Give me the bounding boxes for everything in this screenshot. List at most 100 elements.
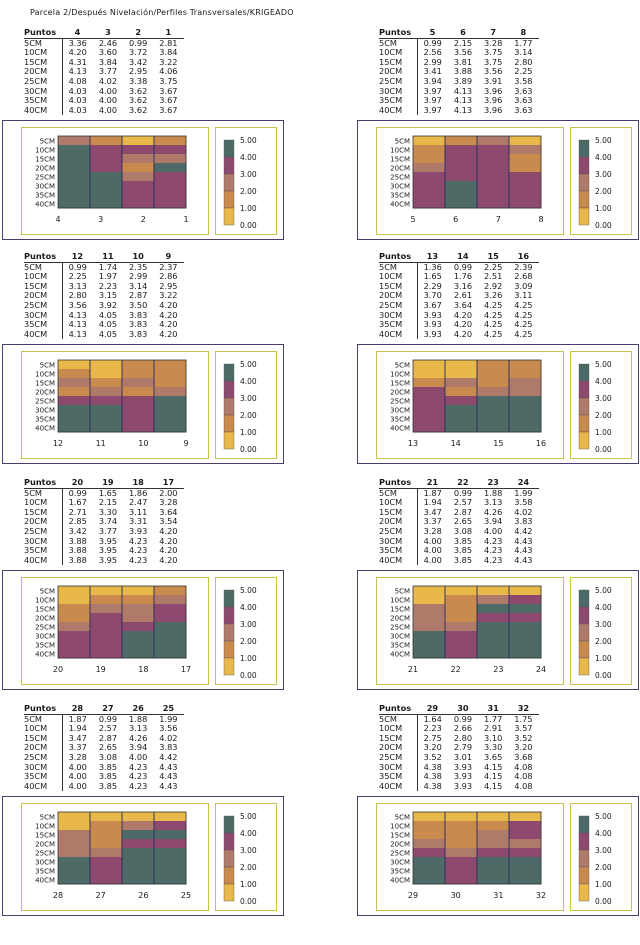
- table-column-header: 10: [123, 251, 154, 263]
- legend-tick-label: 2.00: [240, 863, 257, 872]
- y-tick-label: 10CM: [390, 597, 410, 605]
- table-row: 40CM 3.97 4.13 3.96 3.63: [379, 105, 539, 116]
- table-cell: 4.13: [453, 95, 473, 106]
- table-cell: 1.77: [514, 37, 533, 48]
- heatmap-cell: [509, 423, 542, 433]
- heatmap-cell: [58, 423, 91, 433]
- depth-label: 5CM: [24, 38, 63, 49]
- legend-tick-label: 0.00: [240, 445, 257, 454]
- heatmap-cell: [445, 423, 478, 433]
- y-tick-label: 20CM: [35, 841, 55, 849]
- table-cell: 3.88: [68, 545, 87, 556]
- legend-swatch: [223, 832, 235, 851]
- table-cell: 3.85: [453, 535, 473, 546]
- legend-swatch: [578, 173, 590, 192]
- table-row: 5CM 3.36 2.46 0.99 2.81: [24, 37, 184, 49]
- legend-swatch: [578, 815, 590, 834]
- table-cell: 1.65: [423, 271, 442, 282]
- y-tick-label: 10CM: [35, 371, 55, 379]
- table-cell: 3.64: [159, 506, 178, 517]
- heatmap-cell: [90, 866, 123, 876]
- table-cell: 2.56: [423, 47, 442, 58]
- table-cell: 3.26: [484, 290, 503, 301]
- heatmap-cell: [58, 613, 91, 623]
- table-cell: 2.81: [159, 37, 178, 48]
- depth-label: 35CM: [379, 772, 418, 782]
- heatmap-cell: [509, 821, 542, 831]
- y-tick-label: 35CM: [390, 868, 410, 876]
- y-tick-label: 15CM: [390, 380, 410, 388]
- y-tick-label: 15CM: [35, 606, 55, 614]
- table-cell: 1.67: [68, 497, 87, 508]
- table-row: 5CM 0.99 1.74 2.35 2.37: [24, 262, 184, 273]
- table-cell: 2.80: [68, 290, 87, 301]
- y-tick-label: 40CM: [35, 425, 55, 433]
- table-cell: 2.15: [453, 37, 473, 48]
- depth-label: 20CM: [24, 743, 63, 753]
- table-cell: 4.20: [453, 309, 473, 320]
- table-column-header: 8: [508, 27, 539, 39]
- table-cell: 2.80: [453, 732, 473, 743]
- x-tick-label: 14: [451, 439, 461, 448]
- heatmap-frame: 5CM 10CM 15CM 20CM 25CM 30CM 35CM 40CM 29 30 31 32 5…: [357, 796, 639, 916]
- heatmap-cell: [154, 622, 187, 632]
- table-cell: 4.23: [484, 554, 503, 565]
- legend-svg: 5.00 4.00 3.00 2.00 1.00 0.00: [223, 136, 257, 230]
- table-cell: 3.93: [453, 771, 473, 782]
- table-cell: 2.66: [453, 723, 473, 734]
- heatmap-cell: [154, 172, 187, 182]
- heatmap-cell: [413, 586, 446, 596]
- table-column-header: 25: [153, 703, 184, 715]
- heatmap-cell: [477, 378, 510, 388]
- heatmap-frame: 5CM 10CM 15CM 20CM 25CM 30CM 35CM 40CM 13 14 15 16 5…: [357, 344, 639, 464]
- table-row: 20CM 3.20 2.79 3.30 3.20: [379, 743, 539, 753]
- depth-label: 5CM: [379, 262, 418, 273]
- table-cell: 3.38: [129, 75, 148, 86]
- table-cell: 1.99: [159, 713, 178, 724]
- x-tick-label: 4: [55, 215, 60, 224]
- table-cell: 3.85: [453, 554, 473, 565]
- heatmap-cell: [413, 640, 446, 650]
- heatmap-cell: [477, 866, 510, 876]
- heatmap-cell: [90, 595, 123, 605]
- heatmap-cell: [477, 423, 510, 433]
- table-column-header: 7: [478, 27, 509, 39]
- heatmap-cell: [477, 839, 510, 849]
- heatmap-cell: [413, 396, 446, 406]
- y-tick-label: 5CM: [40, 588, 55, 596]
- table-cell: 4.00: [98, 95, 118, 106]
- heatmap-cell: [90, 163, 123, 173]
- table-cell: 3.52: [514, 732, 533, 743]
- table-row: 40CM 4.00 3.85 4.23 4.43: [379, 554, 539, 566]
- heatmap-cell: [445, 866, 478, 876]
- values-table: Puntos 29 30 31 32 5CM 1.64 0.99 1.77 1.75 10CM 2.2…: [379, 703, 539, 792]
- table-cell: 3.93: [453, 780, 473, 791]
- heatmap-cell: [122, 360, 155, 370]
- legend-tick-label: 2.00: [240, 637, 257, 646]
- depth-label: 10CM: [379, 724, 418, 734]
- y-tick-label: 25CM: [390, 398, 410, 406]
- heatmap-cell: [445, 649, 478, 659]
- table-row: 10CM 1.94 2.57 3.13 3.58: [379, 498, 539, 508]
- heatmap-cell: [122, 387, 155, 397]
- table-cell: 4.06: [159, 66, 178, 77]
- heatmap-cell: [477, 812, 510, 822]
- table-cell: 4.08: [514, 771, 533, 782]
- table-cell: 3.97: [423, 85, 442, 96]
- legend-tick-label: 3.00: [595, 846, 612, 855]
- legend-swatch: [578, 363, 590, 382]
- table-cell: 3.56: [68, 299, 87, 310]
- table-cell: 4.31: [68, 56, 87, 67]
- heatmap-cell: [413, 405, 446, 415]
- table-cell: 4.15: [484, 761, 503, 772]
- table-row: 40CM 4.13 4.05 3.83 4.20: [24, 329, 184, 340]
- depth-label: 15CM: [379, 281, 418, 292]
- heatmap-cell: [445, 145, 478, 155]
- table-row: 35CM 3.93 4.20 4.25 4.25: [379, 320, 539, 330]
- heatmap-cell: [509, 172, 542, 182]
- y-tick-label: 40CM: [35, 201, 55, 209]
- table-cell: 3.63: [514, 85, 533, 96]
- table-column-header: 9: [153, 251, 184, 263]
- heatmap-cell: [122, 640, 155, 650]
